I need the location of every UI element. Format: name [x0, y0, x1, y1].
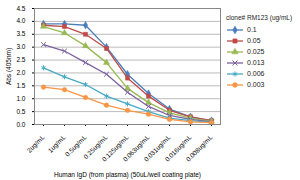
svg-text:0.5ug/mL: 0.5ug/mL — [63, 133, 88, 158]
html-text:0.1: 0.1 — [247, 26, 257, 33]
html-text:0.013: 0.013 — [247, 59, 265, 66]
html-text:0.05: 0.05 — [247, 37, 261, 44]
svg-text:0.016ug/mL: 0.016ug/mL — [163, 133, 193, 163]
svg-text:0.25ug/mL: 0.25ug/mL — [82, 133, 109, 161]
html-text:clone# RM123 (ug/mL): clone# RM123 (ug/mL) — [226, 14, 293, 21]
svg-text:0.031ug/mL: 0.031ug/mL — [142, 133, 172, 163]
svg-text:1.5: 1.5 — [16, 82, 25, 89]
svg-text:3.5: 3.5 — [16, 30, 25, 37]
svg-text:Human IgD (from plasma) (50uL/: Human IgD (from plasma) (50uL/well coati… — [54, 171, 201, 179]
svg-text:0.125ug/mL: 0.125ug/mL — [100, 133, 130, 163]
html-text:0.025: 0.025 — [247, 48, 265, 55]
svg-text:0.063ug/mL: 0.063ug/mL — [121, 133, 151, 163]
svg-text:0.0: 0.0 — [16, 121, 25, 128]
svg-text:2.0: 2.0 — [16, 69, 25, 76]
svg-text:3.0: 3.0 — [16, 43, 25, 50]
svg-text:0.008ug/mL: 0.008ug/mL — [184, 133, 214, 163]
svg-text:1ug/mL: 1ug/mL — [46, 133, 67, 154]
svg-text:2.5: 2.5 — [16, 56, 25, 63]
svg-text:0.5: 0.5 — [16, 108, 25, 115]
html-text:0.003: 0.003 — [247, 81, 265, 88]
svg-text:2ug/mL: 2ug/mL — [25, 133, 46, 154]
svg-text:4.5: 4.5 — [16, 5, 25, 12]
svg-text:Abs (405nm): Abs (405nm) — [5, 48, 13, 85]
svg-text:1.0: 1.0 — [16, 95, 25, 102]
svg-text:4.0: 4.0 — [16, 17, 25, 24]
html-text:0.006: 0.006 — [247, 70, 265, 77]
